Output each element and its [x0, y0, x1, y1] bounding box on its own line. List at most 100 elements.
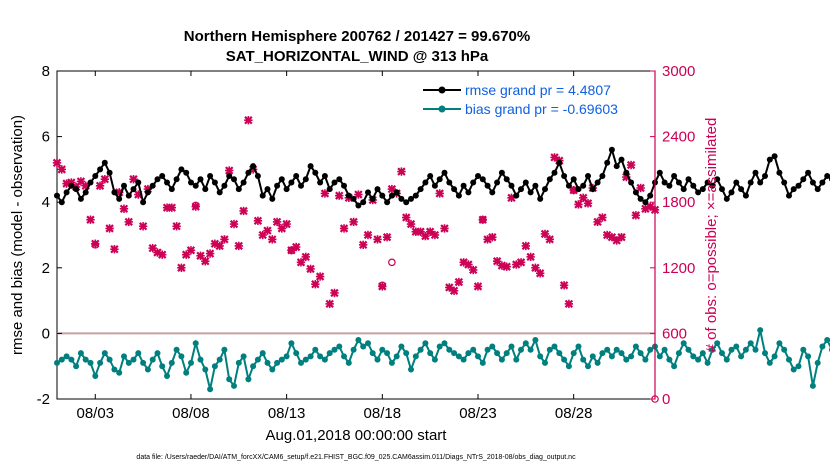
- rmse-point: [647, 192, 654, 199]
- bias-point: [207, 386, 214, 393]
- bias-point: [546, 346, 553, 353]
- bias-point: [632, 343, 639, 350]
- obs-assimilated-marker: [435, 189, 444, 198]
- bias-point: [479, 359, 486, 366]
- bias-point: [575, 343, 582, 350]
- rmse-point: [733, 179, 740, 186]
- obs-assimilated-marker: [124, 217, 133, 227]
- bias-point: [618, 350, 625, 357]
- bias-point: [594, 359, 601, 366]
- rmse-point: [723, 195, 730, 202]
- bias-point: [695, 356, 702, 363]
- bias-point: [326, 350, 333, 357]
- bias-point: [608, 353, 615, 360]
- y-left-tick-label: 6: [42, 129, 50, 146]
- obs-assimilated-marker: [488, 232, 497, 242]
- rmse-point: [565, 182, 572, 189]
- rmse-point: [814, 186, 821, 193]
- obs-possible-marker: [388, 258, 396, 267]
- rmse-point: [446, 179, 453, 186]
- obs-assimilated-marker: [449, 286, 459, 295]
- rmse-point: [235, 186, 242, 193]
- rmse-point: [436, 176, 443, 183]
- rmse-point: [374, 186, 381, 193]
- obs-assimilated-marker: [339, 224, 349, 233]
- rmse-point: [518, 186, 524, 193]
- rmse-point: [135, 179, 142, 186]
- bias-point: [278, 356, 285, 363]
- rmse-point: [221, 182, 228, 189]
- left-y-axis-ticks: -2 0 2 4 6 8: [37, 63, 62, 408]
- rmse-point: [508, 182, 515, 189]
- rmse-point: [125, 192, 132, 199]
- rmse-point: [675, 179, 682, 186]
- bias-point: [738, 353, 745, 360]
- rmse-point: [168, 186, 175, 193]
- data-file-footnote: data file: /Users/raeder/DAI/ATM_forcXX/…: [136, 454, 576, 461]
- x-tick-label: 08/13: [268, 405, 306, 422]
- rmse-point: [585, 173, 591, 179]
- rmse-point: [202, 186, 209, 193]
- bias-point: [130, 356, 137, 363]
- bias-point: [518, 346, 524, 353]
- bias-point: [149, 356, 156, 363]
- rmse-point: [714, 176, 721, 183]
- legend-label-rmse: rmse grand pr = 4.4807: [465, 82, 611, 98]
- y-right-tick-label: 2400: [662, 129, 695, 146]
- bias-point: [144, 366, 151, 373]
- left-y-axis-label: rmse and bias (model - observation): [9, 115, 26, 355]
- bias-point: [331, 346, 338, 353]
- chart-title-line1: Northern Hemisphere 200762 / 201427 = 99…: [184, 28, 530, 45]
- bias-point: [542, 359, 548, 366]
- rmse-point: [365, 189, 371, 196]
- obs-possible-marker: [91, 241, 100, 249]
- rmse-point: [427, 173, 434, 179]
- obs-assimilated-marker: [95, 181, 105, 190]
- rmse-point: [503, 176, 510, 183]
- obs-assimilated-marker: [559, 281, 569, 290]
- bias-point: [235, 359, 242, 366]
- bias-point: [589, 353, 596, 360]
- obs-possible-marker: [191, 201, 200, 210]
- bias-point: [54, 359, 60, 366]
- rmse-point: [465, 189, 472, 196]
- rmse-point: [790, 186, 797, 193]
- bias-point: [379, 346, 386, 353]
- x-axis-label: Aug.01,2018 00:00:00 start: [266, 427, 448, 444]
- bias-point: [819, 343, 826, 350]
- obs-assimilated-marker: [201, 257, 210, 266]
- bias-point: [307, 353, 314, 360]
- rmse-point: [628, 179, 635, 186]
- bias-point: [254, 356, 261, 363]
- bias-point: [154, 350, 161, 357]
- obs-assimilated-marker: [253, 216, 263, 225]
- obs-assimilated-marker: [325, 299, 334, 309]
- obs-assimilated-marker: [535, 269, 545, 278]
- rmse-point: [245, 169, 252, 176]
- bias-point: [460, 356, 467, 363]
- rmse-point: [369, 195, 376, 202]
- rmse-point: [73, 186, 80, 193]
- bias-point: [757, 327, 764, 334]
- x-tick-label: 08/28: [555, 405, 593, 422]
- rmse-point: [307, 163, 314, 170]
- obs-assimilated-marker: [574, 200, 583, 209]
- bias-point: [699, 350, 706, 357]
- obs-assimilated-marker: [220, 235, 229, 244]
- bias-point: [250, 363, 257, 370]
- obs-assimilated-marker: [335, 191, 344, 200]
- bias-point: [776, 340, 783, 347]
- rmse-point: [680, 186, 687, 193]
- obs-assimilated-marker: [583, 199, 593, 208]
- rmse-point: [642, 199, 649, 206]
- bias-point: [690, 353, 697, 360]
- rmse-point: [451, 186, 458, 193]
- bias-point: [475, 353, 481, 360]
- bias-point: [164, 373, 170, 379]
- x-tick-label: 08/18: [364, 405, 402, 422]
- bias-point: [719, 350, 725, 357]
- bias-point: [556, 350, 563, 357]
- bias-point: [814, 359, 821, 366]
- rmse-point: [130, 186, 137, 193]
